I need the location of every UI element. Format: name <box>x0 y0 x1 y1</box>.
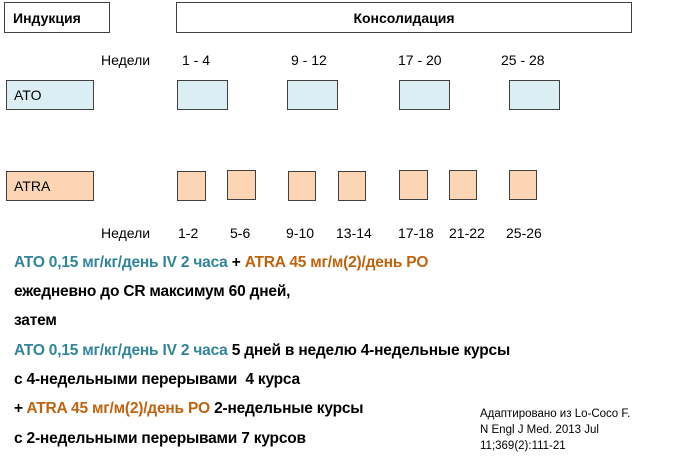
atra-dose-text: ATRA 45 мг/м(2)/день PO <box>26 400 210 417</box>
ato-dose-text: ATO 0,15 мг/кг/день IV 2 часа <box>14 342 228 359</box>
atra-block-weeks-25-26 <box>509 170 537 200</box>
ato-block-weeks-9-12 <box>287 80 338 110</box>
ato-week-3: 17 - 20 <box>398 52 442 68</box>
consolidation-label: Консолидация <box>353 9 455 26</box>
reference-line-1: Адаптировано из Lo-Coco F. <box>480 408 631 420</box>
ato-block-weeks-1-4 <box>177 80 228 110</box>
atra-weeks-label: Недели <box>101 225 151 241</box>
consolidation-phase-box: Консолидация <box>176 2 632 33</box>
reference-line-2: N Engl J Med. 2013 Jul <box>480 424 599 436</box>
atra-row-label: ATRA <box>6 171 94 201</box>
ato-schedule-text: 5 дней в неделю 4-недельные курсы <box>227 342 510 359</box>
atra-week-7: 25-26 <box>506 225 542 241</box>
regimen-line-2: ежедневно до CR максимум 60 дней, <box>14 283 291 300</box>
ato-block-weeks-25-28 <box>509 80 560 110</box>
ato-week-2: 9 - 12 <box>291 52 327 68</box>
atra-week-4: 13-14 <box>336 225 372 241</box>
atra-block-weeks-17-18 <box>399 170 428 200</box>
ato-block-weeks-17-20 <box>399 80 450 110</box>
regimen-line-6: + ATRA 45 мг/м(2)/день PO 2-недельные ку… <box>14 400 364 418</box>
atra-label-text: ATRA <box>14 178 51 194</box>
ato-dose-text: ATO 0,15 мг/кг/день IV 2 часа <box>14 254 228 271</box>
ato-week-1: 1 - 4 <box>182 52 211 68</box>
regimen-line-3: затем <box>14 312 57 329</box>
atra-block-weeks-1-2 <box>177 171 206 201</box>
atra-week-2: 5-6 <box>230 225 251 241</box>
atra-block-weeks-21-22 <box>449 170 477 200</box>
atra-block-weeks-9-10 <box>288 171 316 201</box>
induction-label: Индукция <box>13 9 81 26</box>
plus-text: + <box>227 254 245 271</box>
ato-weeks-label: Недели <box>101 52 151 68</box>
ato-row-label: ATO <box>6 80 94 110</box>
induction-phase-box: Индукция <box>4 2 110 33</box>
ato-week-4: 25 - 28 <box>501 52 545 68</box>
regimen-line-7: с 2-недельными перерывами 7 курсов <box>14 430 306 447</box>
atra-week-3: 9-10 <box>286 225 315 241</box>
reference-line-3: 11;369(2):111-21 <box>480 440 566 452</box>
regimen-line-1: ATO 0,15 мг/кг/день IV 2 часа + ATRA 45 … <box>14 254 428 272</box>
atra-schedule-text: 2-недельные курсы <box>209 400 364 417</box>
atra-week-5: 17-18 <box>398 225 434 241</box>
atra-week-1: 1-2 <box>178 225 199 241</box>
atra-week-6: 21-22 <box>449 225 485 241</box>
regimen-line-5: с 4-недельными перерывами 4 курса <box>14 371 300 388</box>
atra-dose-text: ATRA 45 мг/м(2)/день PO <box>244 254 429 271</box>
plus-text: + <box>14 400 27 417</box>
atra-block-weeks-13-14 <box>338 171 366 201</box>
ato-label-text: ATO <box>14 87 42 103</box>
reference-citation: Адаптировано из Lo-Coco F. N Engl J Med.… <box>480 406 630 454</box>
atra-block-weeks-5-6 <box>227 170 256 200</box>
regimen-line-4: ATO 0,15 мг/кг/день IV 2 часа 5 дней в н… <box>14 342 510 360</box>
